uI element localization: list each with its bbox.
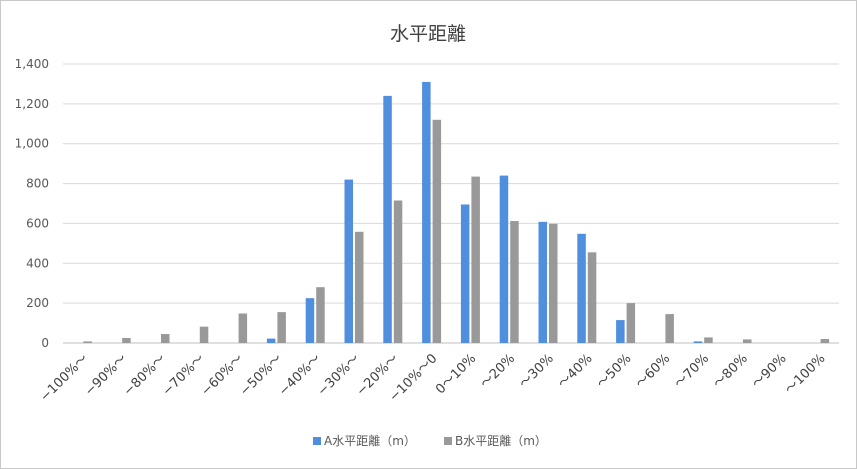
y-tick-label: 600 [26,216,49,230]
x-tick-label: −100%～ [37,351,91,405]
bar-b [432,119,442,343]
x-tick-label: −30%～ [315,351,363,399]
x-tick-label: ～60% [633,351,673,391]
legend-label-b: B水平距離（m） [455,434,547,448]
bar-a [422,81,431,343]
x-axis: −100%～−90%～−80%～−70%～−60%～−50%～−40%～−30%… [37,351,828,405]
x-tick-label: 0～10% [433,351,479,397]
bars [83,81,830,343]
bar-b [277,312,286,343]
y-tick-label: 1,200 [15,97,49,111]
legend-label-a: A水平距離（m） [324,434,416,448]
x-tick-label: ～30% [517,351,557,391]
bar-a [616,320,625,343]
y-tick-label: 800 [26,177,49,191]
x-tick-label: ～70% [672,351,712,391]
y-tick-label: 200 [26,296,49,310]
bar-b [704,337,713,343]
bar-a [460,204,470,343]
chart-title: 水平距離 [390,23,466,45]
x-tick-label: ～80% [711,351,751,391]
x-tick-label: −70%～ [160,351,208,399]
x-tick-label: ～100% [782,351,828,397]
x-tick-label: ～50% [594,351,634,391]
x-tick-label: −40%～ [276,351,324,399]
bar-a [538,221,547,343]
bar-b [83,341,92,343]
bar-b [161,334,170,343]
bar-b [665,314,674,343]
bar-b [820,339,830,343]
x-tick-label: −50%～ [237,351,285,399]
legend: A水平距離（m） B水平距離（m） [313,434,547,448]
bar-b [393,200,403,343]
legend-swatch-a [313,437,321,445]
bar-a [577,233,586,343]
y-tick-label: 400 [26,256,49,270]
bar-b [355,231,364,343]
bar-b [122,338,131,343]
x-tick-label: ～40% [555,351,595,391]
bar-b [316,287,325,343]
x-tick-label: −60%～ [198,351,246,399]
gridlines [63,63,839,344]
bar-b [238,313,248,343]
x-tick-label: −90%～ [82,351,130,399]
bar-b [471,176,480,343]
bar-b [626,303,636,343]
bar-a [305,298,315,343]
y-axis: 0 200 400 600 800 1,000 1,200 1,400 [15,57,49,350]
bar-a [383,95,392,343]
bar-a [693,341,703,343]
bar-a [499,175,509,343]
x-tick-label: ～20% [478,351,518,391]
x-tick-label: −80%～ [121,351,169,399]
y-tick-label: 1,400 [15,57,49,71]
y-tick-label: 1,000 [15,137,49,151]
bar-a [266,338,276,343]
bar-b [510,221,519,343]
bar-b [199,326,209,343]
bar-b [549,223,558,343]
legend-swatch-b [444,437,452,445]
bar-a [344,179,353,343]
bar-b [587,252,597,343]
y-tick-label: 0 [41,336,49,350]
bar-b [743,339,752,343]
